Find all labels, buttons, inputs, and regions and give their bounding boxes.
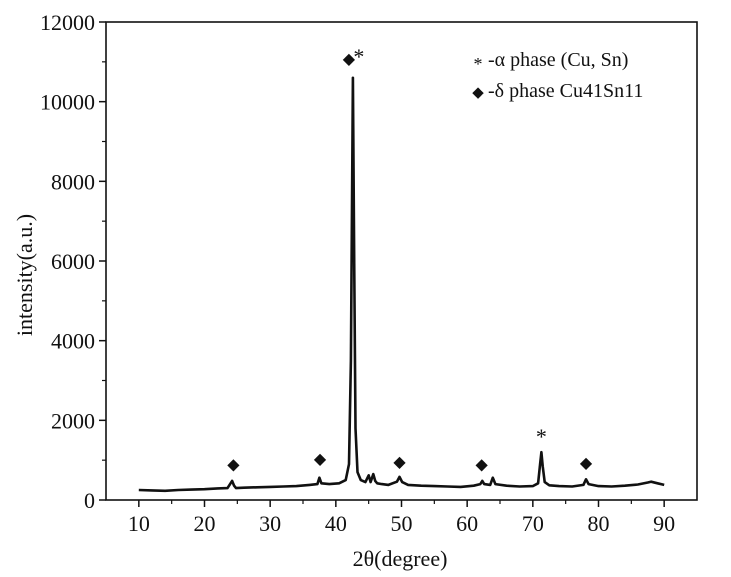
alpha-phase-marker: * xyxy=(536,424,547,449)
x-axis: 10 20 30 40 50 60 70 80 90 xyxy=(128,500,675,536)
y-axis-title: intensity(a.u.) xyxy=(12,214,37,336)
series-layer xyxy=(138,76,665,493)
y-tick-label: 10000 xyxy=(40,90,95,115)
x-tick-label: 10 xyxy=(128,511,150,536)
legend-symbol: * xyxy=(474,54,483,74)
delta-phase-marker: ◆ xyxy=(475,457,488,474)
legend-symbol: ◆ xyxy=(472,85,484,101)
y-tick-label: 0 xyxy=(84,488,95,513)
delta-phase-marker: ◆ xyxy=(314,451,327,468)
x-tick-label: 20 xyxy=(194,511,216,536)
x-tick-label: 90 xyxy=(653,511,675,536)
x-tick-label: 80 xyxy=(588,511,610,536)
y-tick-label: 12000 xyxy=(40,10,95,35)
y-tick-label: 4000 xyxy=(51,329,95,354)
x-tick-label: 50 xyxy=(391,511,413,536)
x-tick-label: 70 xyxy=(522,511,544,536)
series-line xyxy=(138,76,665,493)
delta-phase-marker: ◆ xyxy=(393,454,406,471)
delta-phase-marker: ◆ xyxy=(227,457,240,474)
delta-phase-marker: ◆ xyxy=(580,455,593,472)
x-axis-title: 2θ(degree) xyxy=(353,546,448,571)
legend-label: -α phase (Cu, Sn) xyxy=(488,49,628,71)
alpha-phase-marker: * xyxy=(353,44,364,69)
delta-phase-marker: ◆ xyxy=(343,51,356,68)
y-tick-label: 8000 xyxy=(51,169,95,194)
x-tick-label: 60 xyxy=(456,511,478,536)
y-tick-label: 6000 xyxy=(51,249,95,274)
y-tick-label: 2000 xyxy=(51,408,95,433)
x-tick-label: 30 xyxy=(259,511,281,536)
legend: * -α phase (Cu, Sn)◆ -δ phase Cu41Sn11 xyxy=(472,49,643,102)
y-axis: 0 2000 4000 6000 8000 10000 12000 xyxy=(40,10,106,513)
x-tick-label: 40 xyxy=(325,511,347,536)
annotation-layer: ◆ ◆ ◆ ◆ ◆*◆* xyxy=(227,44,593,474)
legend-label: -δ phase Cu41Sn11 xyxy=(488,80,643,102)
